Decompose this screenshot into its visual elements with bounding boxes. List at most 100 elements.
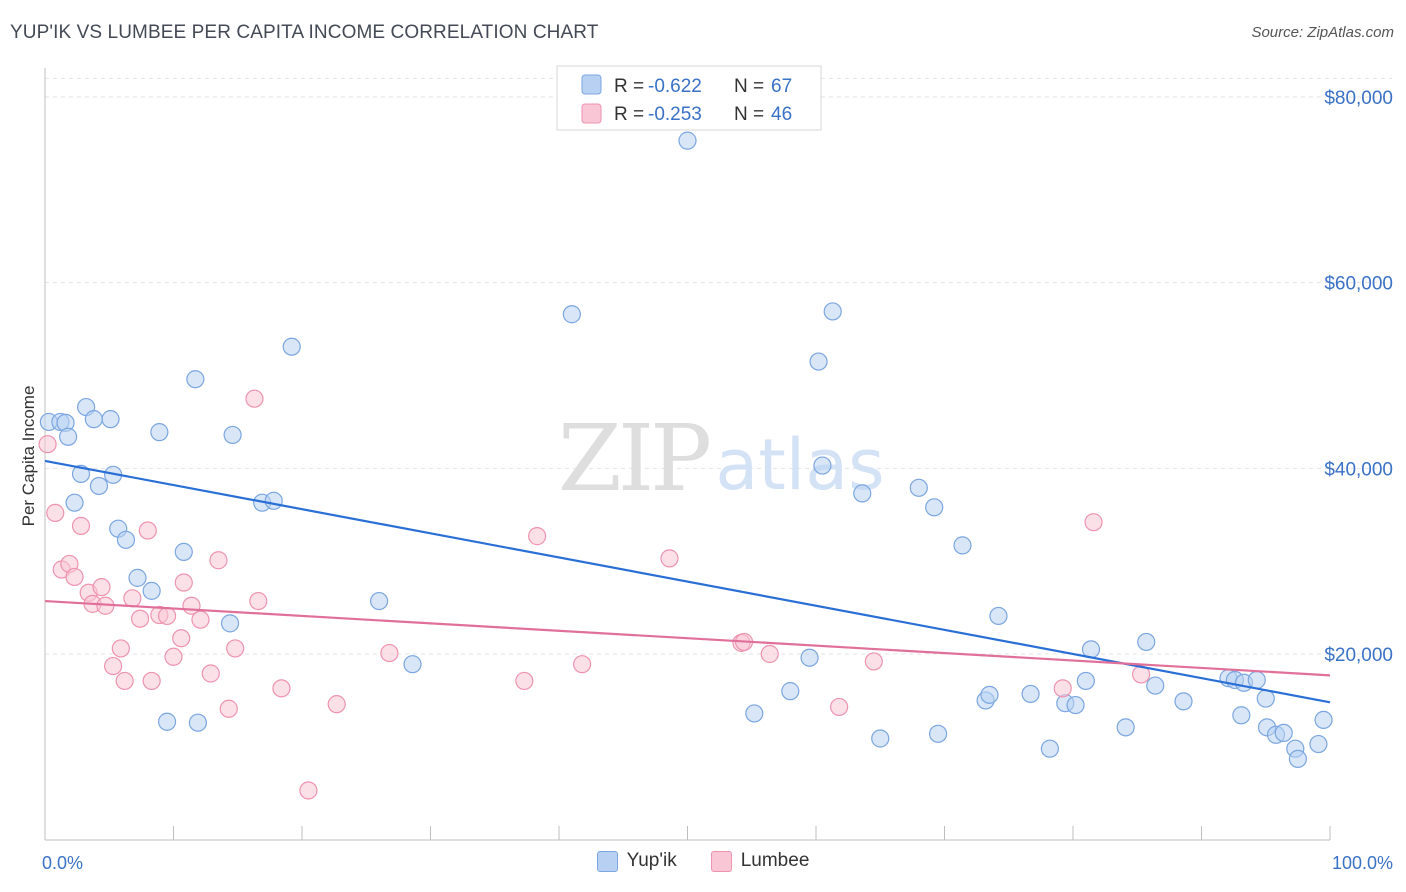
data-point: [370, 591, 389, 611]
data-point: [1116, 718, 1135, 737]
data-point: [1314, 710, 1333, 730]
trend-line-lumbee: [44, 599, 1331, 677]
data-point: [245, 389, 264, 408]
data-point: [660, 549, 679, 568]
data-point: [65, 567, 84, 587]
data-point: [515, 671, 534, 691]
data-point: [130, 609, 150, 628]
data-point: [138, 521, 157, 540]
data-point: [853, 484, 872, 503]
data-point: [403, 655, 422, 674]
data-point: [115, 671, 134, 691]
data-point: [172, 629, 191, 648]
data-point: [142, 671, 161, 691]
data-point: [953, 536, 972, 555]
data-point: [89, 476, 109, 496]
data-point: [800, 648, 819, 667]
data-point: [678, 131, 697, 150]
data-point: [1040, 739, 1059, 758]
legend-label-yupik: Yup'ik: [626, 850, 677, 871]
data-point: [1076, 671, 1095, 691]
data-points: [38, 131, 1333, 800]
data-point: [1146, 676, 1165, 695]
data-point: [264, 491, 283, 510]
watermark: ZIP atlas: [558, 405, 885, 512]
legend-item-yupik[interactable]: Yup'ik: [596, 850, 677, 872]
data-point: [864, 652, 883, 671]
data-point: [1084, 513, 1103, 532]
data-point: [925, 498, 944, 517]
data-point: [830, 697, 849, 717]
y-tick-label: $20,000: [1324, 645, 1393, 666]
y-tick-label: $40,000: [1324, 459, 1393, 480]
y-tick-label: $80,000: [1324, 88, 1393, 109]
legend-item-lumbee[interactable]: Lumbee: [710, 850, 809, 872]
data-point: [142, 581, 161, 600]
series-yupik-points: [39, 131, 1333, 769]
legend-swatch-yupik-bottom: [596, 850, 618, 872]
data-point: [71, 464, 91, 484]
legend-r-label-lumbee: R =: [614, 104, 644, 125]
data-point: [272, 679, 291, 698]
data-point: [909, 478, 928, 497]
data-point: [528, 527, 547, 546]
legend-r-value-lumbee: -0.253: [648, 104, 702, 125]
tick-labels: $20,000 $40,000 $60,000 $80,000 0.0% 100.0%: [42, 88, 1393, 873]
data-point: [1309, 734, 1328, 754]
data-point: [128, 568, 147, 587]
data-point: [101, 410, 120, 429]
legend-n-label-yupik: N =: [734, 76, 764, 97]
data-point: [823, 302, 842, 321]
legend-r-label-yupik: R =: [614, 76, 644, 97]
series-lumbee-points: [38, 389, 1151, 800]
data-point: [71, 516, 91, 535]
data-point: [282, 337, 301, 356]
data-point: [59, 427, 78, 446]
data-point: [781, 682, 800, 701]
data-point: [84, 410, 103, 429]
data-point: [1247, 670, 1266, 690]
data-point: [150, 423, 169, 442]
watermark-zip: ZIP: [558, 405, 709, 512]
data-point: [219, 699, 238, 718]
data-point: [1053, 679, 1072, 698]
legend-swatch-lumbee-bottom: [710, 850, 732, 872]
data-point: [745, 704, 764, 723]
grid-lines: [45, 77, 1392, 655]
correlation-legend: R = -0.622 N = 67 R = -0.253 N = 46: [556, 65, 822, 131]
data-point: [573, 655, 592, 674]
data-point: [174, 542, 193, 561]
data-point: [157, 606, 177, 626]
data-point: [327, 695, 346, 714]
data-point: [38, 435, 57, 454]
data-point: [174, 573, 193, 592]
series-legend: Yup'ik Lumbee: [0, 850, 1406, 872]
data-point: [46, 503, 65, 522]
data-point: [226, 639, 245, 658]
legend-n-value-lumbee: 46: [771, 104, 792, 125]
data-point: [164, 647, 183, 666]
data-point: [188, 713, 208, 732]
data-point: [209, 551, 228, 570]
data-point: [111, 639, 130, 658]
data-point: [871, 729, 890, 748]
legend-swatch-yupik: [581, 74, 602, 95]
data-point: [989, 606, 1008, 626]
data-point: [299, 781, 318, 800]
data-point: [223, 425, 242, 445]
data-point: [928, 724, 948, 743]
data-point: [1274, 723, 1293, 743]
data-point: [562, 305, 581, 324]
data-point: [1021, 684, 1040, 704]
data-point: [380, 643, 399, 663]
legend-n-value-yupik: 67: [771, 76, 792, 97]
data-point: [760, 644, 779, 664]
data-point: [1256, 689, 1275, 708]
source-credit: Source: ZipAtlas.com: [1251, 24, 1394, 41]
legend-n-label-lumbee: N =: [734, 104, 764, 125]
data-point: [1232, 706, 1251, 725]
data-point: [809, 352, 828, 371]
y-tick-label: $60,000: [1324, 274, 1393, 295]
legend-swatch-lumbee: [581, 103, 602, 124]
